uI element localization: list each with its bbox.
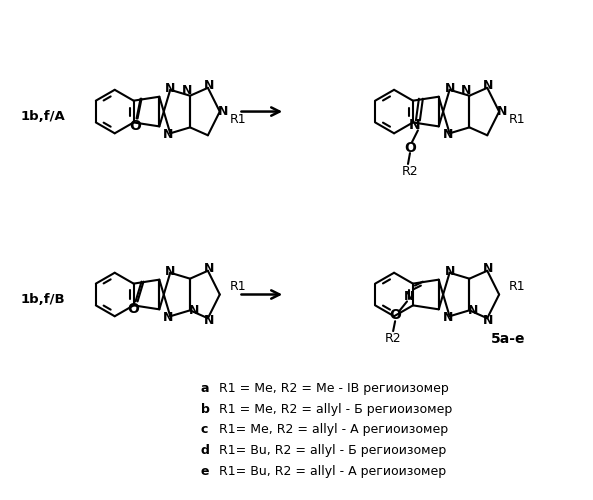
Text: R1= Me, R2 = allyl - А региоизомер: R1= Me, R2 = allyl - А региоизомер — [211, 424, 448, 436]
Text: R2: R2 — [401, 166, 418, 178]
Text: N: N — [444, 266, 455, 278]
Text: N: N — [461, 84, 471, 98]
Text: N: N — [442, 310, 453, 324]
Text: N: N — [165, 266, 176, 278]
Text: N: N — [218, 105, 228, 118]
Text: R1 = Me, R2 = allyl - Б региоизомер: R1 = Me, R2 = allyl - Б региоизомер — [211, 402, 452, 415]
Text: O: O — [404, 141, 416, 155]
Text: N: N — [182, 84, 192, 98]
Text: R1 = Me, R2 = Me - ІВ региоизомер: R1 = Me, R2 = Me - ІВ региоизомер — [211, 382, 448, 395]
Text: 1b,f/A: 1b,f/A — [21, 110, 65, 123]
Text: a: a — [201, 382, 209, 395]
Text: N: N — [483, 80, 493, 92]
Text: N: N — [442, 128, 453, 141]
Text: R1: R1 — [509, 113, 525, 126]
Text: c: c — [201, 424, 208, 436]
Text: R1: R1 — [509, 280, 525, 293]
Text: N: N — [163, 128, 174, 141]
Text: O: O — [389, 308, 401, 322]
Text: R1= Bu, R2 = allyl - Б региоизомер: R1= Bu, R2 = allyl - Б региоизомер — [211, 444, 446, 457]
Text: d: d — [201, 444, 210, 457]
Text: 5a-e: 5a-e — [491, 332, 525, 346]
Text: R1: R1 — [229, 113, 246, 126]
Text: N: N — [203, 262, 214, 276]
Text: N: N — [444, 82, 455, 96]
Text: N: N — [468, 304, 479, 317]
Text: N: N — [483, 262, 493, 276]
Text: N: N — [203, 80, 214, 92]
Text: N: N — [189, 304, 199, 317]
Text: N: N — [165, 82, 176, 96]
Text: N: N — [404, 290, 414, 303]
Text: O: O — [130, 120, 142, 134]
Text: R2: R2 — [385, 332, 401, 345]
Text: b: b — [201, 402, 210, 415]
Text: N: N — [483, 314, 493, 326]
Text: N: N — [409, 118, 421, 132]
Text: O: O — [127, 302, 139, 316]
Text: 1b,f/B: 1b,f/B — [21, 293, 65, 306]
Text: N: N — [203, 314, 214, 326]
Text: N: N — [497, 105, 507, 118]
Text: R1= Bu, R2 = allyl - А региоизомер: R1= Bu, R2 = allyl - А региоизомер — [211, 465, 446, 478]
Text: N: N — [163, 310, 174, 324]
Text: e: e — [201, 465, 209, 478]
Text: R1: R1 — [229, 280, 246, 293]
